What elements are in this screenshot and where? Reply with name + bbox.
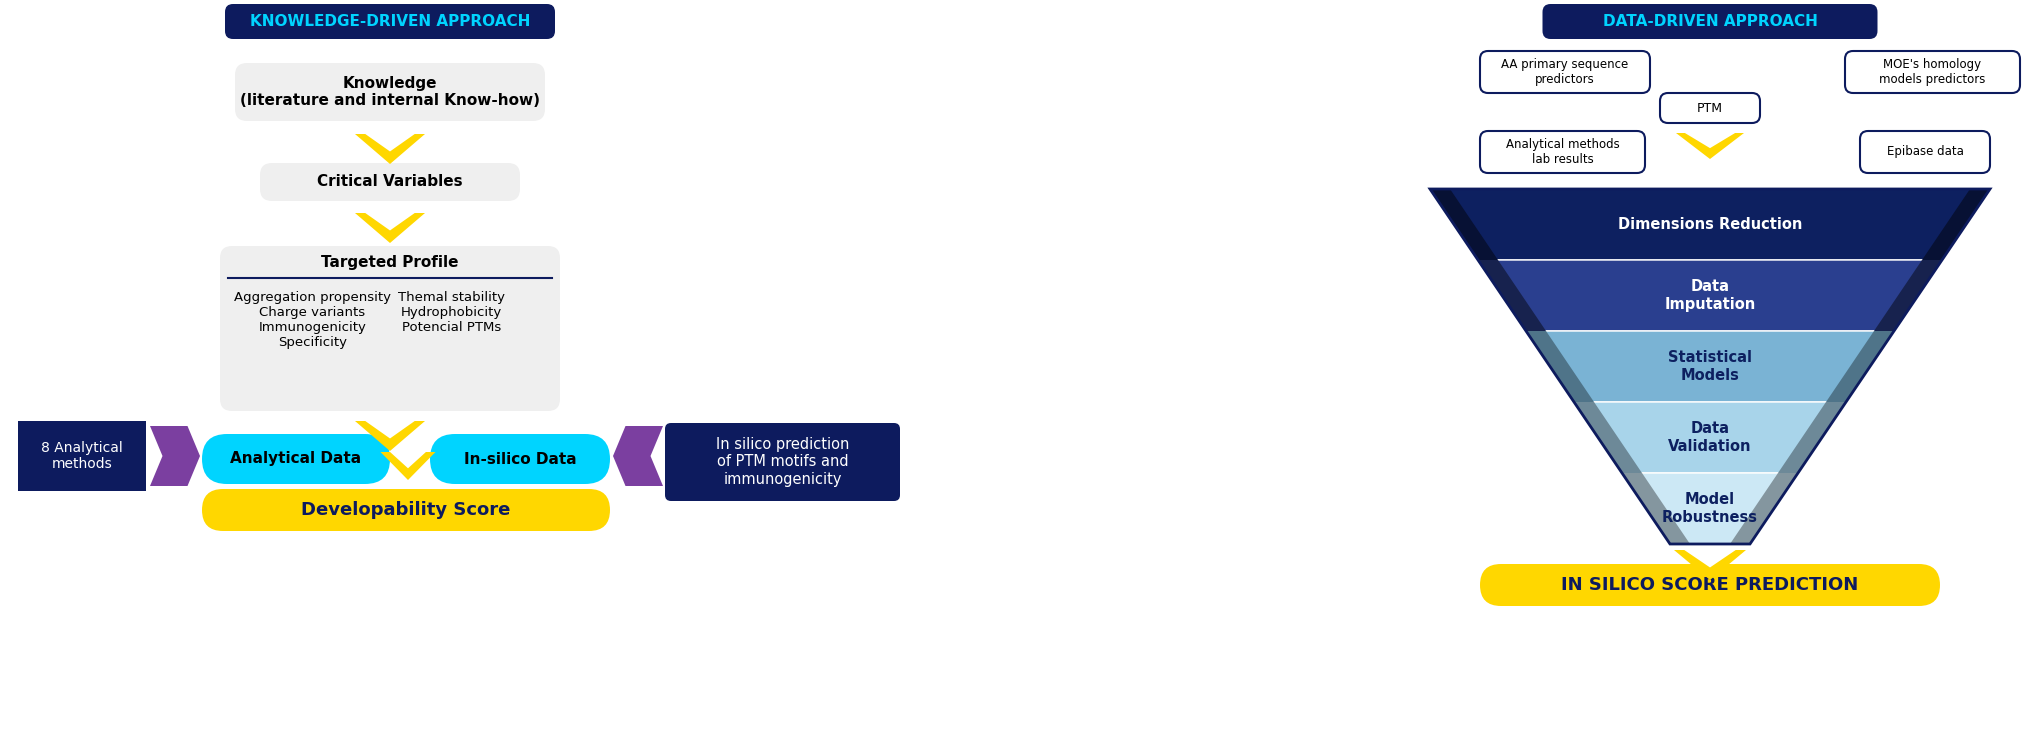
- Text: Knowledge
(literature and internal Know-how): Knowledge (literature and internal Know-…: [241, 76, 540, 108]
- FancyBboxPatch shape: [1478, 564, 1939, 606]
- Text: IN SILICO SCORE PREDICTION: IN SILICO SCORE PREDICTION: [1560, 576, 1858, 594]
- FancyBboxPatch shape: [220, 246, 561, 411]
- Polygon shape: [1478, 260, 1546, 331]
- Polygon shape: [355, 421, 424, 451]
- Text: KNOWLEDGE-DRIVEN APPROACH: KNOWLEDGE-DRIVEN APPROACH: [249, 14, 530, 29]
- Polygon shape: [1574, 402, 1845, 473]
- FancyBboxPatch shape: [202, 434, 389, 484]
- Text: Epibase data: Epibase data: [1886, 145, 1962, 159]
- FancyBboxPatch shape: [18, 421, 147, 491]
- Text: Targeted Profile: Targeted Profile: [320, 255, 459, 270]
- FancyBboxPatch shape: [224, 4, 555, 39]
- Polygon shape: [1429, 189, 1497, 260]
- Polygon shape: [1921, 189, 1988, 260]
- Polygon shape: [1525, 331, 1592, 402]
- Text: AA primary sequence
predictors: AA primary sequence predictors: [1501, 58, 1627, 86]
- Polygon shape: [1429, 189, 1988, 260]
- Text: In-silico Data: In-silico Data: [463, 452, 577, 467]
- Text: Model
Robustness: Model Robustness: [1662, 492, 1758, 525]
- FancyBboxPatch shape: [430, 434, 610, 484]
- FancyBboxPatch shape: [234, 63, 544, 121]
- FancyBboxPatch shape: [1860, 131, 1988, 173]
- Polygon shape: [355, 134, 424, 164]
- Polygon shape: [612, 426, 663, 486]
- Text: Data
Imputation: Data Imputation: [1664, 279, 1756, 312]
- Text: PTM: PTM: [1696, 102, 1723, 115]
- Polygon shape: [151, 426, 200, 486]
- Polygon shape: [355, 213, 424, 243]
- Polygon shape: [1825, 331, 1892, 402]
- FancyBboxPatch shape: [1541, 4, 1876, 39]
- Text: Critical Variables: Critical Variables: [316, 175, 463, 189]
- Polygon shape: [365, 213, 414, 231]
- Polygon shape: [1574, 402, 1641, 473]
- Text: Analytical Data: Analytical Data: [230, 452, 361, 467]
- FancyBboxPatch shape: [202, 489, 610, 531]
- Text: Statistical
Models: Statistical Models: [1668, 351, 1752, 383]
- Polygon shape: [1621, 473, 1688, 544]
- FancyBboxPatch shape: [665, 423, 899, 501]
- Polygon shape: [1874, 260, 1941, 331]
- FancyBboxPatch shape: [1660, 93, 1760, 123]
- Text: Data
Validation: Data Validation: [1668, 421, 1752, 454]
- Polygon shape: [1674, 550, 1745, 580]
- Text: In silico prediction
of PTM motifs and
immunogenicity: In silico prediction of PTM motifs and i…: [716, 437, 848, 487]
- FancyBboxPatch shape: [1843, 51, 2019, 93]
- Text: MOE's homology
models predictors: MOE's homology models predictors: [1878, 58, 1984, 86]
- Polygon shape: [1684, 133, 1735, 148]
- Text: Analytical methods
lab results: Analytical methods lab results: [1505, 138, 1619, 166]
- Polygon shape: [1525, 331, 1892, 402]
- Text: Aggregation propensity
Charge variants
Immunogenicity
Specificity: Aggregation propensity Charge variants I…: [234, 291, 391, 349]
- Text: Themal stability
Hydrophobicity
Potencial PTMs: Themal stability Hydrophobicity Potencia…: [398, 291, 506, 334]
- Polygon shape: [365, 134, 414, 151]
- Polygon shape: [389, 452, 426, 468]
- Polygon shape: [1729, 473, 1796, 544]
- Text: Developability Score: Developability Score: [302, 501, 510, 519]
- Polygon shape: [365, 421, 414, 438]
- Text: Dimensions Reduction: Dimensions Reduction: [1617, 217, 1800, 232]
- Polygon shape: [381, 452, 434, 480]
- FancyBboxPatch shape: [1478, 131, 1643, 173]
- Text: DATA-DRIVEN APPROACH: DATA-DRIVEN APPROACH: [1603, 14, 1817, 29]
- Polygon shape: [1621, 473, 1796, 544]
- FancyBboxPatch shape: [1478, 51, 1650, 93]
- FancyBboxPatch shape: [259, 163, 520, 201]
- Polygon shape: [1676, 133, 1743, 159]
- Text: 8 Analytical
methods: 8 Analytical methods: [41, 441, 122, 471]
- Polygon shape: [1478, 260, 1941, 331]
- Polygon shape: [1778, 402, 1845, 473]
- Polygon shape: [1684, 550, 1735, 568]
